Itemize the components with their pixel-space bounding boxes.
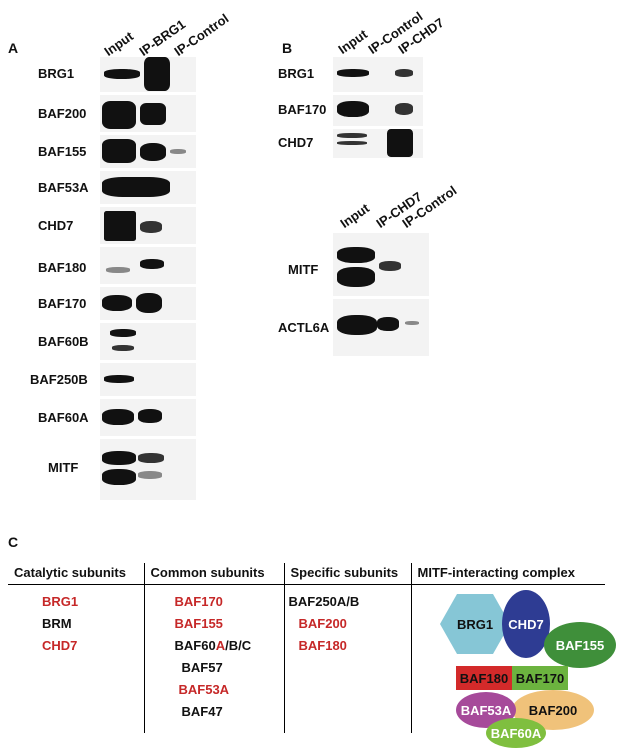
complex-baf170: BAF170 <box>512 666 568 690</box>
header-complex: MITF-interacting complex <box>410 563 605 585</box>
blot-b-baf170 <box>333 94 423 126</box>
blot-b-label-actl6a: ACTL6A <box>278 320 330 335</box>
panel-c-label: C <box>8 534 19 550</box>
complex-diagram: BRG1 CHD7 BAF155 BAF180 BAF170 BAF200 BA… <box>440 590 616 750</box>
common-baf170: BAF170 <box>174 594 223 609</box>
common-baf57: BAF57 <box>181 660 223 675</box>
panel-b-top-col-input: Input <box>335 26 371 57</box>
blot-baf53a <box>100 170 196 204</box>
specific-baf180: BAF180 <box>298 638 347 653</box>
panel-b-label: B <box>282 40 293 56</box>
blot-baf60a <box>100 398 196 436</box>
complex-baf155: BAF155 <box>544 622 616 668</box>
blot-baf155 <box>100 134 196 168</box>
complex-baf60a: BAF60A <box>486 718 546 748</box>
catalytic-brm: BRM <box>42 616 72 631</box>
blot-label-mitf: MITF <box>48 460 79 475</box>
blot-label-baf200: BAF200 <box>38 106 87 121</box>
blot-label-baf53a: BAF53A <box>38 180 89 195</box>
common-baf155: BAF155 <box>174 616 223 631</box>
blot-b-label-chd7: CHD7 <box>278 135 314 150</box>
complex-brg1-label: BRG1 <box>456 616 494 632</box>
brg1-hexagon <box>440 594 510 654</box>
blot-baf250b <box>100 362 196 396</box>
complex-chd7: CHD7 <box>502 590 550 658</box>
catalytic-chd7: CHD7 <box>42 638 78 653</box>
common-baf60abc: BAF60A/B/C <box>175 635 278 657</box>
blot-label-brg1: BRG1 <box>38 66 75 81</box>
panel-a-col-input: Input <box>101 28 137 59</box>
blot-mitf <box>100 438 196 500</box>
blot-baf60b <box>100 322 196 360</box>
blot-label-chd7: CHD7 <box>38 218 74 233</box>
header-catalytic: Catalytic subunits <box>8 563 144 585</box>
specific-baf250ab: BAF250A/B <box>288 594 360 609</box>
blot-b-actl6a <box>333 298 429 356</box>
complex-baf200: BAF200 <box>512 690 594 730</box>
complex-baf180: BAF180 <box>456 666 512 690</box>
blot-b-chd7 <box>333 128 423 158</box>
blot-label-baf170: BAF170 <box>38 296 87 311</box>
blot-chd7 <box>100 206 196 244</box>
panel-a-label: A <box>8 40 19 56</box>
catalytic-column: BRG1 BRM CHD7 <box>8 585 144 733</box>
blot-label-baf180: BAF180 <box>38 260 87 275</box>
specific-baf200: BAF200 <box>298 616 347 631</box>
blot-label-baf155: BAF155 <box>38 144 87 159</box>
blot-baf200 <box>100 94 196 132</box>
header-common: Common subunits <box>143 563 284 585</box>
blot-label-baf250b: BAF250B <box>30 372 88 387</box>
header-specific: Specific subunits <box>283 563 411 585</box>
baf60-suffix: /B/C <box>225 638 252 653</box>
catalytic-brg1: BRG1 <box>42 594 79 609</box>
baf60-a-highlight: A <box>215 638 226 653</box>
panel-b-bottom-col-input: Input <box>337 200 373 231</box>
common-baf53a: BAF53A <box>178 682 230 697</box>
blot-b-label-mitf: MITF <box>288 262 319 277</box>
blot-baf170 <box>100 286 196 320</box>
baf60-prefix: BAF60 <box>174 638 216 653</box>
common-column: BAF170 BAF155 BAF60A/B/C BAF57 BAF53A BA… <box>143 584 284 733</box>
specific-column: BAF250A/B BAF200 BAF180 <box>283 584 411 733</box>
blot-label-baf60a: BAF60A <box>38 410 89 425</box>
common-baf47: BAF47 <box>181 704 223 719</box>
blot-b-label-baf170: BAF170 <box>278 102 327 117</box>
blot-b-mitf <box>333 232 429 296</box>
blot-b-brg1 <box>333 56 423 92</box>
blot-label-baf60b: BAF60B <box>38 334 89 349</box>
blot-baf180 <box>100 246 196 284</box>
blot-brg1 <box>100 56 196 92</box>
blot-b-label-brg1: BRG1 <box>278 66 315 81</box>
